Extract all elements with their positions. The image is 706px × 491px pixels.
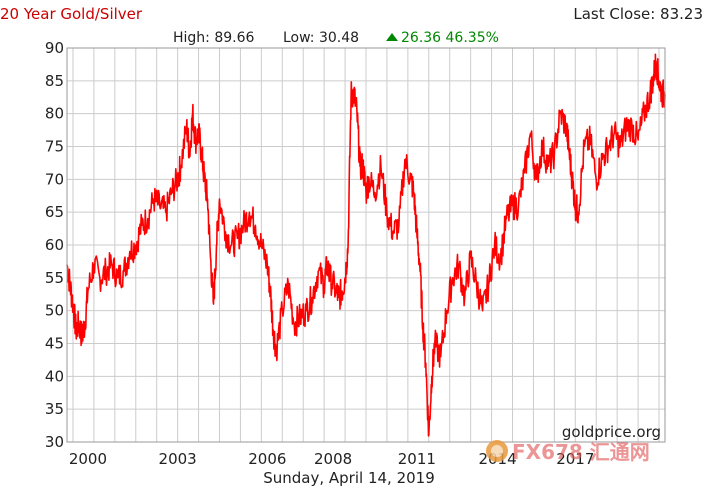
last-close-label: Last Close: 83.23 [573, 5, 703, 23]
y-tick-label: 85 [45, 72, 64, 90]
high-label: High: 89.66 [173, 30, 255, 46]
y-tick-label: 55 [45, 269, 64, 287]
ratio-series-line [66, 53, 666, 437]
grid-lines [67, 47, 665, 443]
x-tick-label: 2006 [248, 450, 286, 468]
y-tick-label: 50 [45, 302, 64, 320]
site-watermark: goldprice.org [562, 423, 661, 441]
fx678-watermark: FX678 汇通网 [486, 440, 650, 464]
y-tick-label: 40 [45, 367, 64, 385]
x-tick-label: 2011 [398, 450, 436, 468]
low-label: Low: 30.48 [283, 30, 359, 46]
x-axis: 2000200320062008201120142017 [69, 450, 595, 468]
y-tick-label: 45 [45, 335, 64, 353]
plot-border [66, 47, 666, 443]
y-tick-label: 60 [45, 236, 64, 254]
fx678-overlay-text: FX678 汇通网 [512, 440, 650, 464]
y-tick-label: 70 [45, 170, 64, 188]
x-tick-label: 2000 [69, 450, 107, 468]
y-tick-label: 30 [45, 433, 64, 451]
y-tick-label: 65 [45, 203, 64, 221]
y-tick-label: 80 [45, 105, 64, 123]
date-label: Sunday, April 14, 2019 [263, 469, 435, 487]
up-arrow-icon [386, 33, 398, 41]
x-tick-label: 2017 [556, 450, 594, 468]
y-tick-label: 90 [45, 39, 64, 57]
y-axis: 30 35 40 45 50 55 60 65 70 75 80 85 90 [45, 39, 64, 451]
y-tick-label: 35 [45, 400, 64, 418]
y-tick-label: 75 [45, 138, 64, 156]
x-tick-label: 2008 [314, 450, 352, 468]
x-tick-label: 2003 [159, 450, 197, 468]
change-label: 26.36 46.35% [401, 30, 499, 46]
chart-title: 20 Year Gold/Silver [0, 5, 143, 23]
